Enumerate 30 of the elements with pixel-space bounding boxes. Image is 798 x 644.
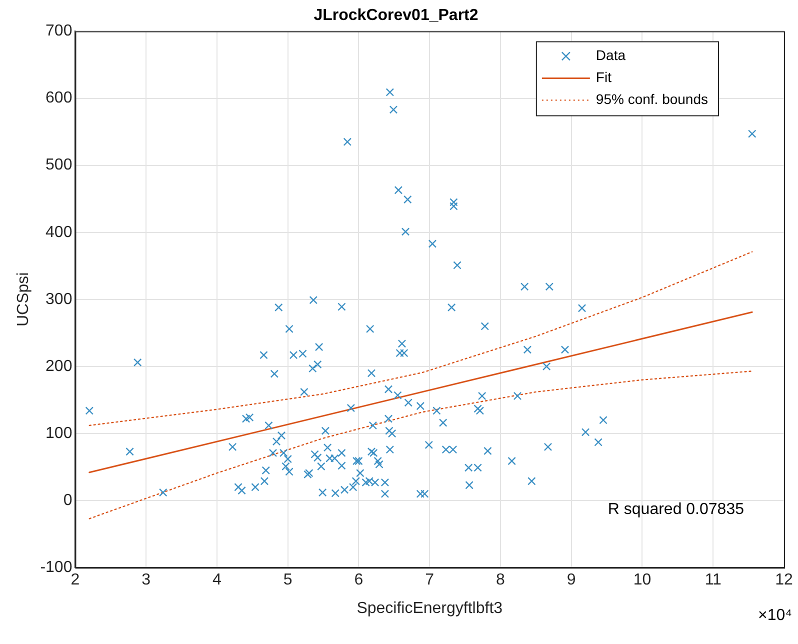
annotation: R squared 0.07835 bbox=[608, 501, 744, 518]
y-tick-label: 200 bbox=[46, 358, 72, 375]
x-tick-label: 5 bbox=[283, 572, 292, 589]
x-tick-label: 2 bbox=[70, 572, 80, 589]
x-tick-label: 10 bbox=[633, 572, 652, 589]
y-tick-label: 700 bbox=[46, 22, 72, 40]
chart-title: JLrockCorev01_Part2 bbox=[314, 7, 478, 24]
x-tick-label: 3 bbox=[142, 572, 151, 589]
legend-label: 95% conf. bounds bbox=[596, 91, 708, 108]
x-tick-label: 4 bbox=[212, 572, 222, 589]
x-tick-label: 6 bbox=[354, 572, 364, 589]
x-tick-label: 7 bbox=[425, 572, 434, 589]
y-tick-label: 500 bbox=[46, 156, 72, 174]
y-tick-label: 600 bbox=[46, 90, 72, 107]
legend-label: Data bbox=[596, 47, 626, 64]
y-tick-label: 300 bbox=[46, 290, 72, 308]
y-tick-label: 0 bbox=[63, 492, 72, 509]
x-tick-label: 11 bbox=[704, 572, 722, 589]
line-series bbox=[88, 370, 753, 520]
y-tick-label: 400 bbox=[46, 224, 72, 241]
x-tick-label: 9 bbox=[566, 572, 576, 589]
line-series bbox=[88, 251, 753, 426]
legend-label: Fit bbox=[596, 69, 612, 86]
text: ×10⁴ bbox=[758, 607, 792, 624]
y-tick-label: 100 bbox=[46, 424, 72, 442]
y-tick-label: -100 bbox=[40, 559, 72, 576]
y-axis-title: UCSpsi bbox=[15, 272, 32, 327]
x-axis-title: SpecificEnergyftlbft3 bbox=[356, 600, 503, 617]
x-tick-label: 8 bbox=[496, 572, 506, 589]
x-tick-label: 12 bbox=[775, 572, 793, 589]
